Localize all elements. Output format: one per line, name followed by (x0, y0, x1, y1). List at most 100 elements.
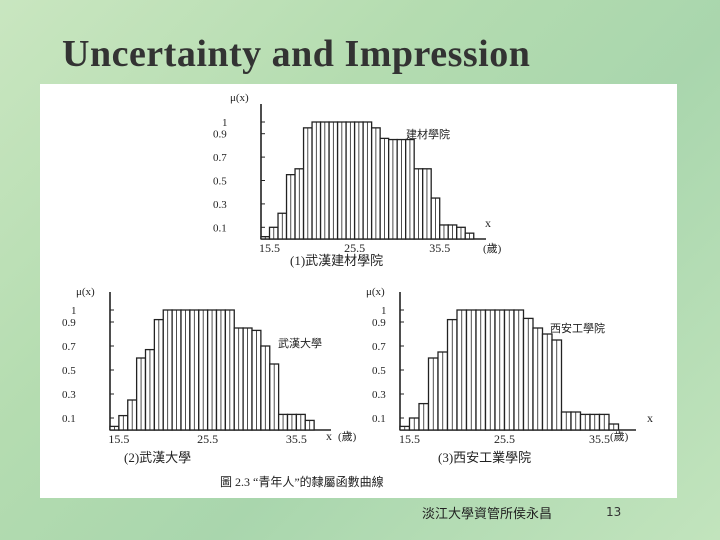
bar (396, 138, 407, 240)
bar (464, 232, 475, 240)
y-tick-label: 0.3 (62, 389, 76, 401)
membership-charts: 圖 2.3 “青年人”的隸屬函數曲線 10.90.70.50.30.115.5 2… (62, 92, 653, 489)
bar (560, 411, 572, 431)
bar (118, 414, 129, 431)
y-tick-label: 0.7 (213, 152, 227, 164)
bar (399, 425, 411, 431)
bar (135, 357, 147, 431)
y-tick-label: 0.5 (372, 365, 386, 377)
bar (362, 121, 373, 240)
panel-caption: (2)武漢大學 (124, 450, 191, 465)
y-tick-label: 0.1 (213, 222, 227, 234)
footer-author: 淡江大學資管所侯永昌 (422, 507, 553, 522)
bar (233, 327, 244, 431)
bar (260, 236, 271, 240)
y-tick-label: 0.9 (213, 129, 227, 141)
bar (522, 317, 534, 431)
bar (206, 309, 218, 431)
x-tick-label: 15.5 (399, 432, 420, 446)
bar (387, 138, 398, 240)
slide-title: Uncertainty and Impression (62, 33, 531, 75)
bar (370, 127, 381, 240)
bar (345, 121, 356, 240)
bar (475, 309, 487, 431)
y-tick-label: 1 (71, 305, 77, 317)
x-tick-label: 15.5 (108, 432, 129, 446)
bar (405, 138, 415, 240)
bar (302, 127, 313, 240)
y-tick-label: 1 (222, 117, 228, 129)
bar (353, 121, 364, 240)
x-tick-label: 25.5 (344, 241, 365, 255)
y-tick-label: 0.3 (213, 199, 227, 211)
bar (224, 309, 235, 431)
bar (447, 224, 458, 240)
x-tick-label: 25.5 (197, 432, 218, 446)
bar (260, 345, 271, 431)
series-label: 武漢大學 (278, 336, 322, 350)
x-tick-label: 35.5 (286, 432, 307, 446)
y-tick-label: 1 (381, 305, 387, 317)
bar (285, 174, 296, 240)
bar (251, 329, 262, 431)
bar (311, 121, 322, 240)
bar (180, 309, 191, 431)
bar (456, 226, 466, 240)
x-tick-label: 25.5 (494, 432, 515, 446)
bar (579, 413, 591, 431)
x-axis-title: x (326, 429, 332, 443)
bar (456, 309, 468, 431)
bar (109, 425, 120, 431)
bar (189, 309, 200, 431)
bar (570, 411, 582, 431)
bar (437, 351, 449, 431)
bar (422, 168, 432, 240)
bar (277, 413, 289, 431)
bar (171, 309, 182, 431)
bar (484, 309, 496, 431)
bar (589, 413, 601, 431)
panel-caption: (3)西安工業學院 (438, 450, 531, 465)
y-axis-title: μ(x) (366, 286, 385, 298)
figure-panel: 圖 2.3 “青年人”的隸屬函數曲線 1 0.9 0.7 0.5 0.3 0.1 15.5 2… (40, 84, 677, 498)
bar (215, 309, 227, 431)
y-tick-label: 0.3 (372, 389, 386, 401)
bar (328, 121, 339, 240)
bar (268, 226, 279, 240)
bar (269, 363, 280, 431)
series-label: 建材學院 (406, 127, 450, 141)
bar (532, 327, 544, 431)
y-tick-label: 0.1 (62, 413, 76, 425)
y-tick-label: 0.7 (372, 341, 386, 353)
bar (242, 327, 253, 431)
bar (144, 348, 156, 431)
figure-caption: 圖 2.3 “青年人”的隸屬函數曲線 (220, 474, 384, 489)
bar (503, 309, 515, 431)
bar (127, 399, 138, 431)
bar (418, 402, 430, 431)
bar (379, 137, 390, 240)
y-tick-label: 0.5 (62, 365, 76, 377)
y-tick-label: 0.7 (62, 341, 76, 353)
x-tick-label: 15.5 (259, 241, 280, 255)
y-axis-title: μ(x) (230, 92, 249, 104)
y-tick-label: 0.9 (62, 317, 76, 329)
bar (162, 309, 173, 431)
bar (153, 318, 164, 431)
series-label: 西安工學院 (550, 321, 605, 335)
bar (408, 417, 420, 431)
x-axis-unit: (歲) (338, 429, 357, 443)
bar (198, 309, 209, 431)
x-axis-unit: (歲) (610, 429, 629, 443)
bar (427, 357, 439, 431)
x-axis-unit: (歲) (483, 241, 502, 255)
bar (294, 168, 305, 240)
bar (277, 212, 288, 240)
bar (465, 309, 477, 431)
bar (295, 413, 306, 431)
x-tick-label: 35.5 (429, 241, 450, 255)
y-tick-label: 0.9 (372, 317, 386, 329)
y-axis-title: μ(x) (76, 286, 95, 298)
y-tick-label: 0.1 (372, 413, 386, 425)
x-axis-title: x (485, 216, 491, 230)
